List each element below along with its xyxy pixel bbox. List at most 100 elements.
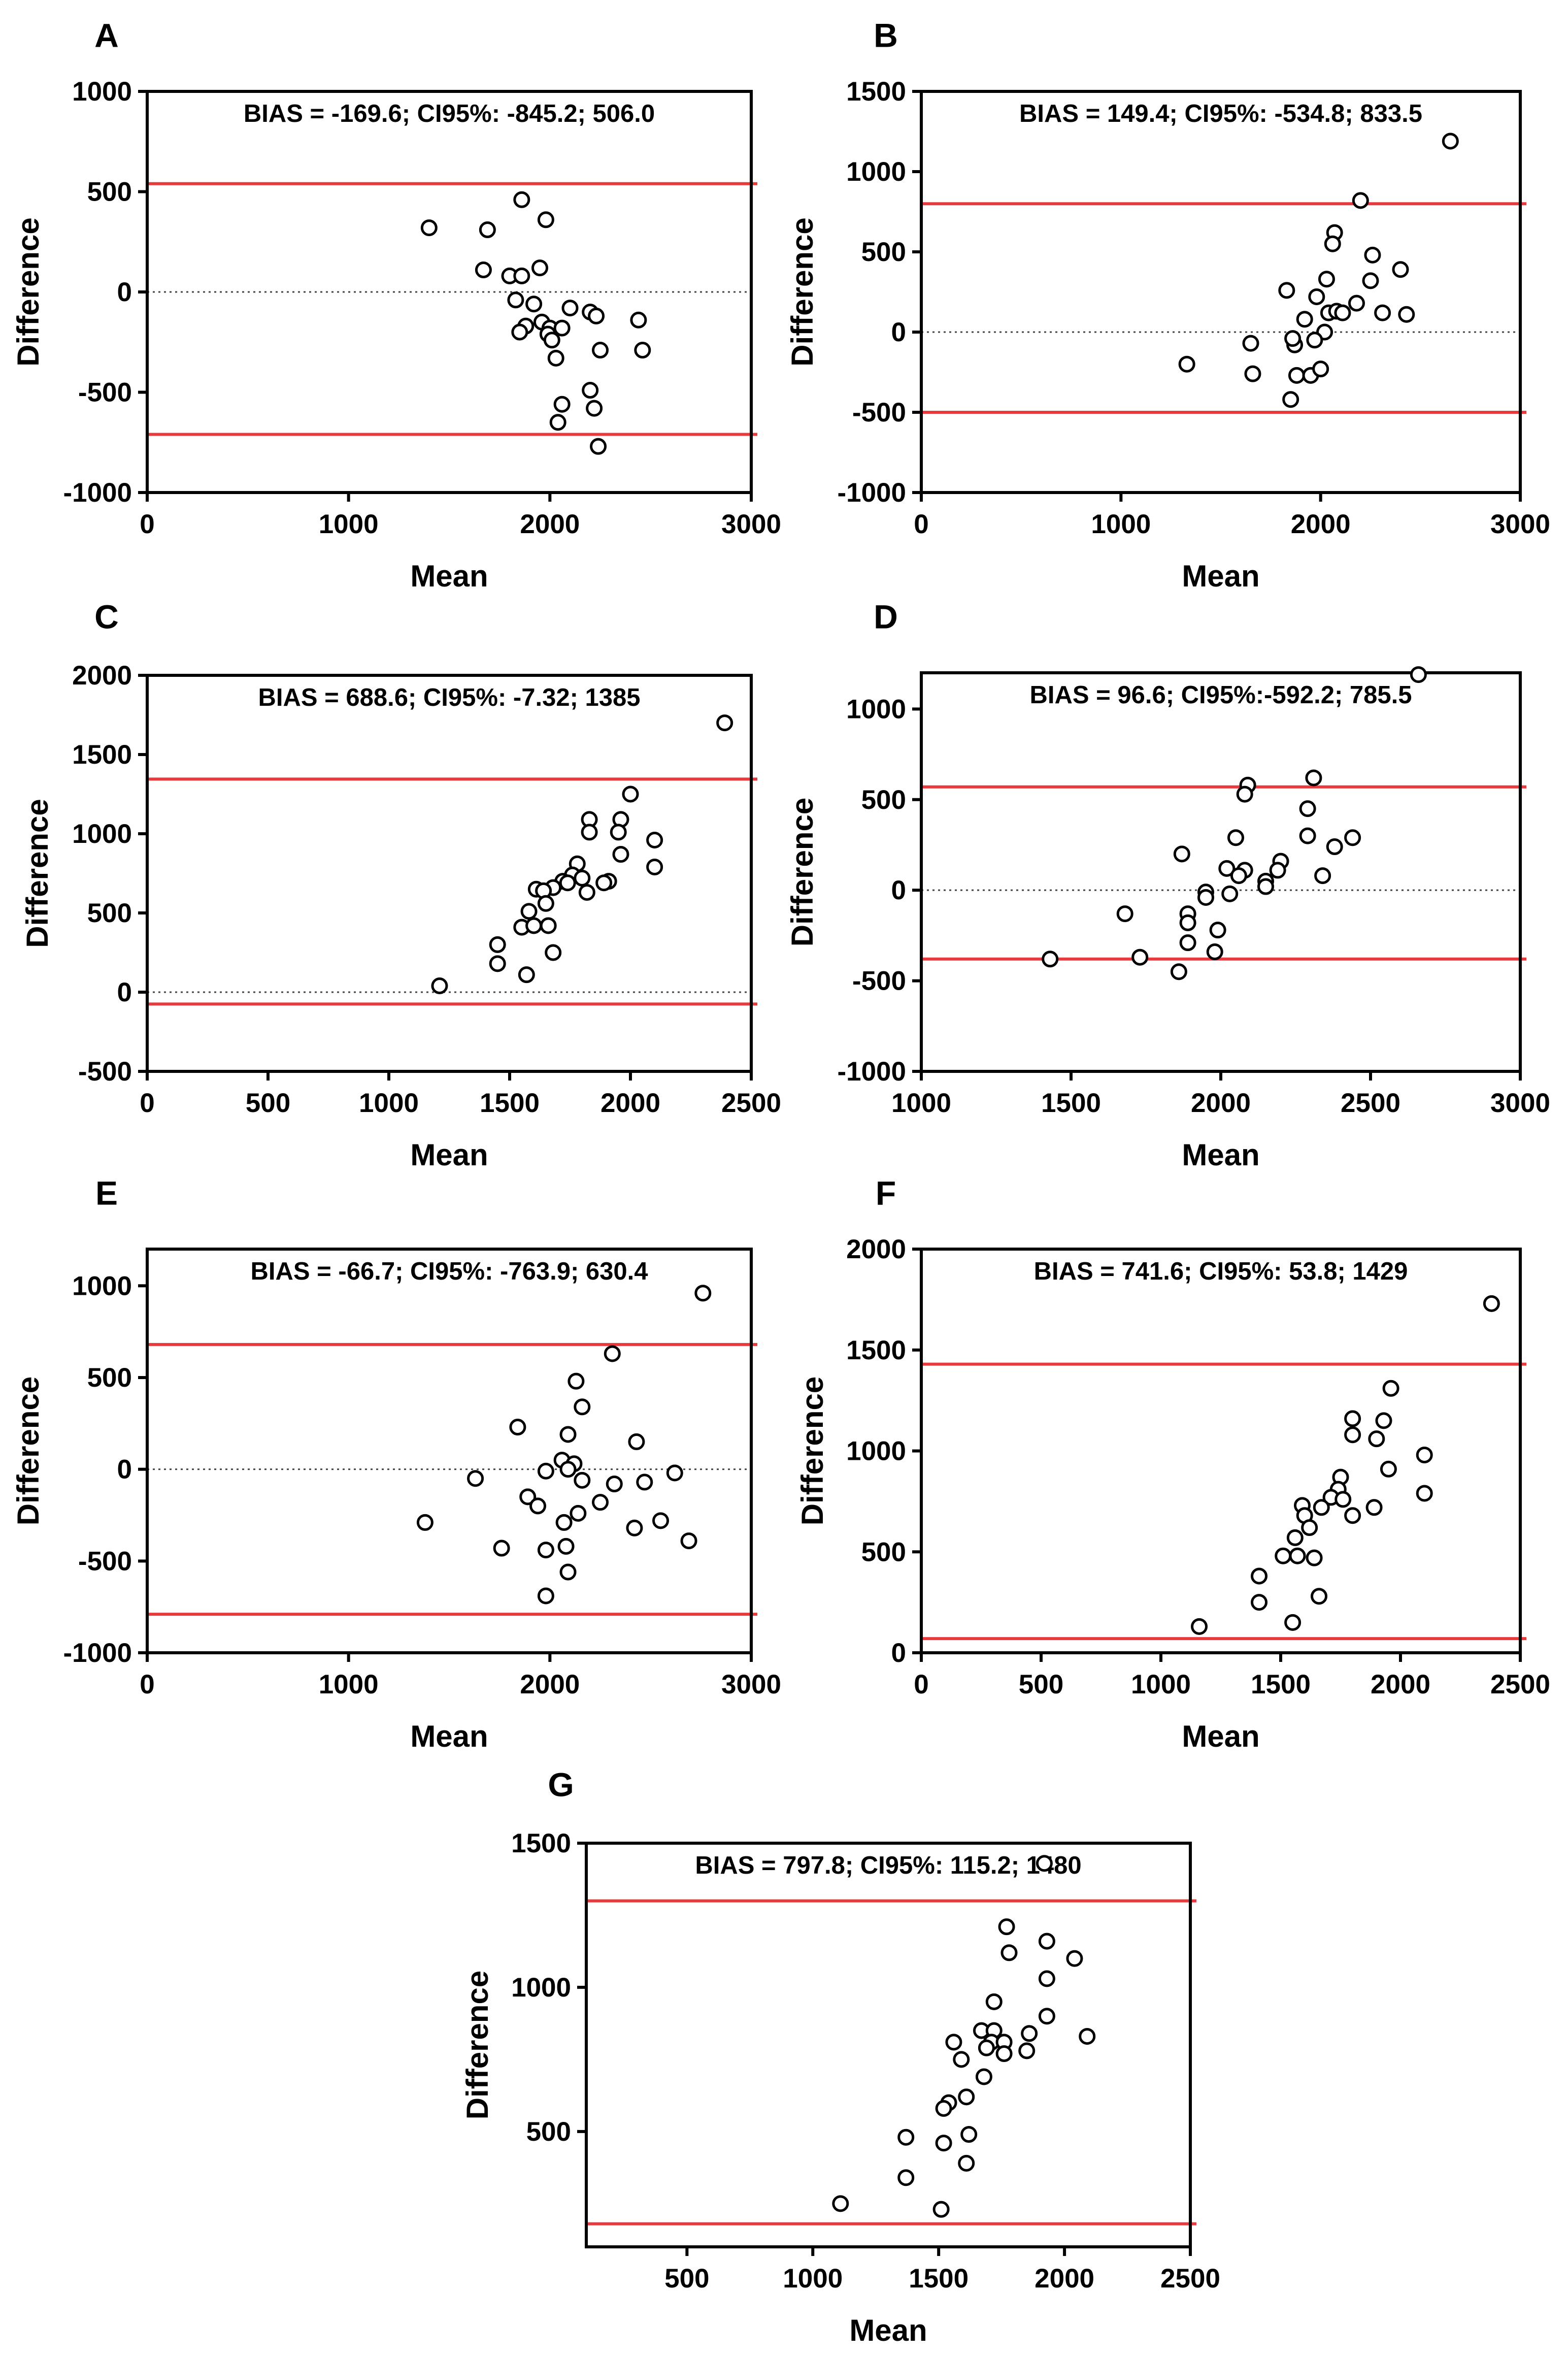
data-point-f (1311, 1588, 1328, 1605)
y-tick-label-g: 1500 (511, 1828, 571, 1858)
data-point-e (680, 1532, 697, 1550)
data-point-e (570, 1504, 587, 1522)
plot-frame-b (920, 90, 1522, 494)
data-point-d (1314, 867, 1331, 885)
y-axis-title-e: Difference (11, 1377, 45, 1525)
x-axis-title-g: Mean (849, 2313, 927, 2347)
data-point-e (467, 1470, 484, 1487)
data-point-d (1299, 827, 1316, 844)
x-tick-label-c: 0 (140, 1088, 154, 1118)
data-point-d (1170, 963, 1187, 980)
data-point-e (537, 1542, 554, 1559)
data-point-b (1242, 335, 1259, 352)
data-point-e (636, 1474, 653, 1491)
data-point-f (1313, 1499, 1330, 1516)
x-tick-label-e: 1000 (319, 1670, 379, 1699)
panel-letter-g: G (548, 1765, 574, 1803)
data-point-g (1038, 1933, 1055, 1950)
data-point-b (1282, 391, 1299, 408)
data-point-g (832, 2195, 849, 2212)
y-tick-label-b: -500 (852, 398, 906, 428)
data-point-a (513, 267, 530, 284)
y-tick-label-e: -1000 (63, 1638, 132, 1668)
y-tick-label-e: -500 (78, 1546, 132, 1576)
y-tick-label-f: 2000 (846, 1234, 906, 1264)
panel-c: C 0 500 1000 1500 2000 2500 -500 0 500 1000 1500 200… (20, 598, 781, 1172)
x-tick-label-d: 3000 (1490, 1088, 1550, 1118)
x-tick-label-g: 1500 (909, 2264, 969, 2294)
data-point-b (1284, 330, 1302, 347)
plot-frame-e (146, 1248, 753, 1654)
bias-annotation-c: BIAS = 688.6; CI95%: -7.32; 1385 (258, 684, 640, 711)
data-point-f (1284, 1614, 1302, 1631)
data-point-b (1244, 365, 1261, 382)
y-tick-label-e: 0 (117, 1455, 132, 1485)
bias-annotation-d: BIAS = 96.6; CI95%:-592.2; 785.5 (1029, 681, 1412, 709)
data-point-a (634, 342, 651, 359)
data-point-e (604, 1345, 621, 1362)
data-point-d (1179, 914, 1196, 931)
panel-d: D 1000 1500 2000 2500 3000 -1000 -500 0 500 1000 Me… (785, 598, 1550, 1172)
data-point-e (574, 1471, 591, 1489)
data-point-d (1221, 885, 1239, 902)
data-point-g (1036, 1855, 1053, 1872)
data-point-a (553, 396, 571, 413)
data-point-g (958, 2154, 975, 2172)
data-point-b (1312, 361, 1329, 378)
data-point-f (1416, 1446, 1433, 1463)
data-point-f (1335, 1491, 1352, 1508)
data-point-c (518, 966, 535, 984)
data-point-d (1209, 922, 1226, 939)
data-point-g (935, 2135, 952, 2152)
x-tick-label-c: 1000 (359, 1088, 419, 1118)
panel-g: G 500 1000 1500 2000 2500 500 1000 1500 Mean Diffe… (460, 1765, 1220, 2347)
y-axis-title-b: Difference (785, 217, 819, 366)
data-point-g (978, 2039, 995, 2056)
bias-annotation-g: BIAS = 797.8; CI95%: 115.2; 1480 (695, 1852, 1081, 1879)
data-point-a (588, 307, 605, 324)
data-point-e (537, 1462, 554, 1480)
data-point-f (1275, 1547, 1292, 1564)
data-point-c (646, 831, 663, 848)
plot-frame-c (146, 674, 753, 1073)
data-point-f (1251, 1567, 1268, 1585)
data-point-e (559, 1461, 577, 1478)
y-tick-label-c: 1500 (72, 740, 132, 770)
y-tick-label-c: 1000 (72, 819, 132, 849)
y-axis-title-a: Difference (11, 217, 45, 366)
data-point-c (574, 869, 591, 887)
y-tick-label-c: 0 (117, 977, 132, 1007)
data-point-g (985, 1993, 1003, 2010)
y-tick-label-b: 500 (861, 237, 906, 267)
data-point-g (935, 2100, 952, 2117)
x-tick-label-b: 3000 (1490, 509, 1550, 539)
data-point-a (586, 400, 603, 417)
x-tick-label-b: 0 (914, 509, 928, 539)
y-tick-label-b: -1000 (837, 478, 906, 508)
data-point-a (553, 319, 571, 337)
data-point-a (420, 219, 438, 237)
x-tick-label-g: 2000 (1035, 2264, 1094, 2294)
panel-f: F 0 500 1000 1500 2000 2500 0 500 1000 1500 2000 Mea… (795, 1174, 1550, 1753)
data-point-a (479, 221, 496, 239)
data-point-a (507, 291, 524, 309)
y-tick-label-e: 500 (87, 1363, 132, 1393)
panel-b: B 0 1000 2000 3000 -1000 -500 0 500 1000 1500 Mean D… (785, 16, 1550, 593)
data-point-e (628, 1433, 645, 1450)
x-tick-label-c: 1500 (480, 1088, 540, 1118)
data-point-g (1079, 2027, 1096, 2045)
data-point-f (1483, 1295, 1500, 1312)
data-point-d (1197, 889, 1214, 906)
panel-letter-e: E (95, 1174, 118, 1212)
data-point-a (547, 349, 564, 367)
y-tick-label-g: 1000 (511, 1973, 571, 2003)
data-point-d (1257, 878, 1274, 895)
data-point-f (1301, 1519, 1318, 1536)
x-axis-title-e: Mean (410, 1719, 488, 1753)
data-point-d (1344, 829, 1361, 846)
y-tick-label-a: -500 (78, 378, 132, 408)
y-axis-title-f: Difference (795, 1377, 829, 1525)
x-tick-label-g: 500 (664, 2264, 709, 2294)
y-tick-label-a: 0 (117, 277, 132, 307)
